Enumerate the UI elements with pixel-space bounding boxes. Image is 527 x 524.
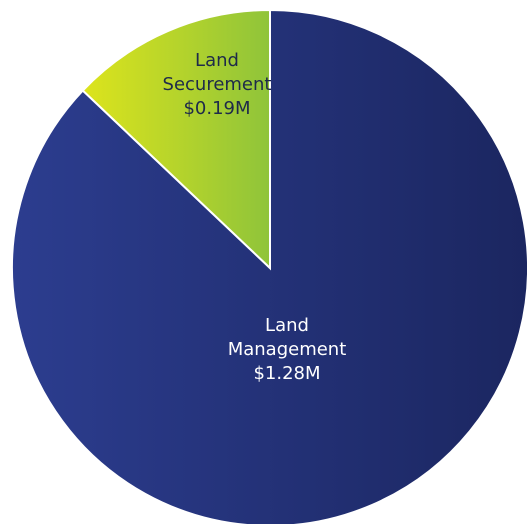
slice-label: Land Securement $0.19M (162, 49, 272, 121)
category-label: Land Securement (162, 50, 272, 95)
pie-slice (11, 8, 527, 524)
category-label: Land Management (227, 315, 347, 360)
value-label: $1.28M (253, 363, 321, 384)
slice-label: Land Management $1.28M (217, 314, 357, 386)
pie-slice (81, 8, 271, 271)
value-label: $0.19M (183, 98, 251, 119)
